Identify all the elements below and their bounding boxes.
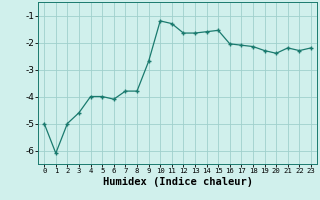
X-axis label: Humidex (Indice chaleur): Humidex (Indice chaleur): [103, 177, 252, 187]
